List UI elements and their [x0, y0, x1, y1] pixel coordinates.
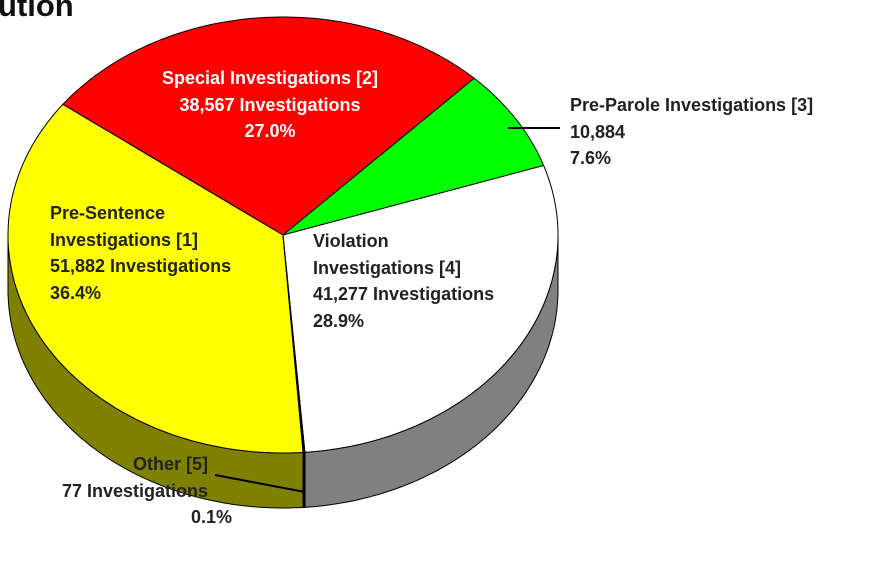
- count-label: 38,567 Investigations: [179, 94, 361, 115]
- value-label: 27.0%: [244, 121, 296, 141]
- category-name: Special Investigations [2]: [161, 68, 379, 88]
- count-label: 10,884: [570, 121, 626, 142]
- slice: [282, 77, 545, 236]
- slice-label: Other [5] 77 Investigations 0.1%: [8, 451, 232, 531]
- chart-title: ution: [0, 0, 74, 23]
- value-label: 7.6%: [570, 148, 612, 168]
- category-name: Pre-Parole Investigations [3]: [570, 95, 814, 115]
- slice: [282, 164, 559, 453]
- category-name: Violation Investigations [4]: [313, 231, 462, 278]
- slice-label: Pre-Parole Investigations [3] 10,884 7.6%: [570, 92, 876, 172]
- slice-label: Pre-Sentence Investigations [1] 51,882 In…: [50, 200, 240, 306]
- slice: [62, 16, 476, 236]
- slice-label: Special Investigations [2] 38,567 Investi…: [140, 65, 400, 145]
- value-label: 28.9%: [313, 310, 365, 331]
- value-label: 36.4%: [50, 282, 102, 303]
- category-name: Pre-Sentence Investigations [1]: [50, 203, 199, 250]
- slice-label: Violation Investigations [4] 41,277 Inves…: [313, 228, 513, 334]
- slice: [282, 234, 306, 453]
- leader-line: [214, 474, 306, 493]
- slice-side: [302, 451, 306, 508]
- value-label: 0.1%: [190, 507, 232, 527]
- count-label: 51,882 Investigations: [50, 256, 232, 276]
- slice: [7, 103, 304, 454]
- count-label: 77 Investigations: [61, 480, 208, 501]
- category-name: Other [5]: [132, 454, 208, 474]
- count-label: 41,277 Investigations: [313, 284, 495, 304]
